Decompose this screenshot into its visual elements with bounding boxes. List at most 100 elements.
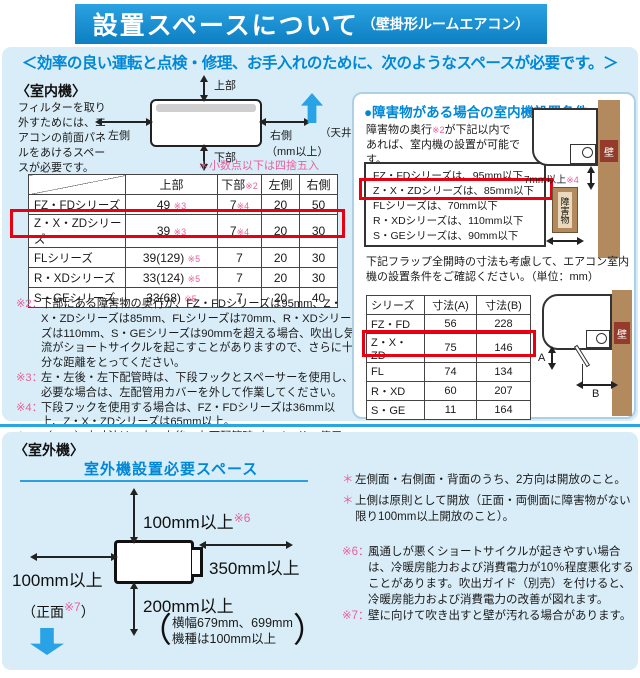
right-clearance-arrow xyxy=(259,118,311,126)
ref-mark: ※5 xyxy=(187,273,201,284)
series-name: S・GEシリーズ xyxy=(28,287,126,308)
left-value: 20 xyxy=(261,287,300,308)
ref-mark: ※4 xyxy=(236,200,250,211)
col-dim-b: 寸法(B) xyxy=(476,295,531,315)
ref-mark: ※4 xyxy=(566,175,579,185)
col-series: シリーズ xyxy=(366,295,425,315)
indoor-clearance-table: 上部 下部※2 左側 右側 FZ・FDシリーズ 49 ※3 7※4 20 50 … xyxy=(28,174,338,308)
ref-mark: ※3 xyxy=(173,200,187,211)
top-clearance-label: 上部 xyxy=(214,80,236,92)
ref-mark: ※4： xyxy=(16,401,43,414)
top-value: 39(129) ※5 xyxy=(125,247,218,268)
panel-intro: 障害物の奥行※2が下記以内であれば、室内機の設置が可能です。 xyxy=(366,124,520,166)
series-name: FL xyxy=(366,362,425,382)
asterisk-mark: ＊ xyxy=(342,474,354,486)
bottom-value: 7※4 xyxy=(217,194,262,215)
footnote: ※2： 下部にある障害物の奥行が、FZ・FDシリーズは95mm、Z・X・ZDシリー… xyxy=(16,298,356,370)
col-bottom: 下部※2 xyxy=(217,174,262,195)
paren-close: ） xyxy=(292,612,327,650)
dim-b-value: 207 xyxy=(476,381,531,401)
table-row-highlighted: Z・X・ZD 75 146 xyxy=(366,333,531,363)
wall-drawing xyxy=(598,100,620,258)
rounding-note: ＊小数点以下は四捨五入 xyxy=(198,160,319,172)
outdoor-notes: ＊左側面・右側面・背面のうち、2方向は開放のこと。 ＊上側は原則として開放（正面… xyxy=(342,472,634,624)
right-value: 50 xyxy=(299,194,338,215)
dim-b-arrow xyxy=(576,381,618,389)
right-space-label: 350mm以上 xyxy=(209,559,300,578)
left-space-arrow xyxy=(30,553,118,561)
footnote: ※6： 風通しが悪くショートサイクルが起きやすい場合は、冷暖房能力および消費電力が… xyxy=(342,546,634,606)
wall-drawing xyxy=(612,290,632,416)
series-name: FLシリーズ xyxy=(28,247,126,268)
top-space-label: 100mm以上※6 xyxy=(143,511,251,532)
page-subtitle: （壁掛形ルームエアコン） xyxy=(361,16,530,32)
dim-a-value: 11 xyxy=(424,400,477,420)
bottom-space-label: 200mm以上 xyxy=(143,597,234,616)
table-row: FZ・FDシリーズ 49 ※3 7※4 20 50 xyxy=(28,194,338,215)
obstacle-conditions-panel: ●障害物がある場合の室内機設置条件 障害物の奥行※2が下記以内であれば、室内機の… xyxy=(352,92,636,420)
obstacle-drawing: 障害物 xyxy=(552,187,578,233)
right-value: 30 xyxy=(299,214,338,248)
indoor-unit-drawing xyxy=(150,99,262,147)
outdoor-title: 室外機設置必要スペース xyxy=(84,461,259,478)
dim-a-value: 56 xyxy=(424,314,477,334)
top-value: 33(124) ※5 xyxy=(125,267,218,288)
ref-mark: ※6： xyxy=(342,546,370,558)
clearance-arrow xyxy=(587,166,595,190)
left-clearance-arrow xyxy=(95,118,153,126)
bottom-clearance-arrow xyxy=(200,144,208,171)
right-value: 30 xyxy=(299,267,338,288)
outdoor-section: 〈室外機〉 室外機設置必要スペース 100mm以上※6 350mm以上 100m… xyxy=(2,432,638,670)
right-value: 40 xyxy=(299,287,338,308)
left-space-label: 100mm以上 xyxy=(12,571,103,590)
ref-mark: ※7 xyxy=(64,600,81,614)
dim-a-value: 75 xyxy=(424,333,477,363)
list-item: FZ・FDシリーズは、95mm以下 xyxy=(373,170,523,182)
series-name: R・XDシリーズ xyxy=(28,267,126,288)
asterisk-mark: ＊ xyxy=(342,495,354,507)
col-dim-a: 寸法(A) xyxy=(424,295,477,315)
indoor-label: 〈室内機〉 xyxy=(16,83,86,99)
indoor-unit-panel xyxy=(156,104,256,112)
right-clearance-label: 右側 xyxy=(270,130,292,142)
flap-dimension-table: シリーズ 寸法(A) 寸法(B) FZ・FD 56 228 Z・X・ZD 75 146 … xyxy=(366,295,531,420)
spacer xyxy=(342,530,634,544)
outdoor-unit-outlet xyxy=(192,547,203,577)
bottom-value: 7※4 xyxy=(217,214,262,248)
flap-note: 下記フラップ全開時の寸法も考慮して、エアコン室内機の設置条件をご確認ください。（… xyxy=(366,256,630,283)
list-item: R・XDシリーズは、110mm以下 xyxy=(373,215,524,227)
col-left: 左側 xyxy=(261,174,300,195)
left-value: 20 xyxy=(261,267,300,288)
outdoor-unit-drawing xyxy=(114,540,194,584)
bullet-note: ＊左側面・右側面・背面のうち、2方向は開放のこと。 xyxy=(342,474,626,486)
obstacle-depth-arrow xyxy=(546,237,584,245)
top-clearance-arrow xyxy=(200,75,208,102)
top-value: 39 ※3 xyxy=(125,214,218,248)
table-row: R・XDシリーズ 33(124) ※5 7 20 30 xyxy=(28,267,338,288)
left-value: 20 xyxy=(261,194,300,215)
list-item: FLシリーズは、70mm以下 xyxy=(373,200,498,212)
footnote: ※7： 壁に向けて吹き出すと壁が汚れる場合があります。 xyxy=(342,610,632,622)
left-value: 20 xyxy=(261,247,300,268)
dim-a-value: 74 xyxy=(424,362,477,382)
clearance-label: 7mm以上※4 xyxy=(524,175,579,186)
series-name: Z・X・ZD xyxy=(366,333,425,363)
ref-mark: ※2： xyxy=(16,298,43,310)
dim-a-value: 60 xyxy=(424,381,477,401)
ref-mark: ※5 xyxy=(184,293,197,304)
page-title-band: 設置スペースについて （壁掛形ルームエアコン） xyxy=(75,4,547,44)
bottom-clearance-label: 下部 xyxy=(214,152,236,164)
right-value: 30 xyxy=(299,247,338,268)
top-space-arrow xyxy=(130,488,138,544)
bottom-space-arrow xyxy=(130,582,138,636)
indoor-intro: フィルターを取り外すためには、エアコンの前面パネルをあけるスペースが必要です。 xyxy=(18,102,106,174)
ref-mark: ※3： xyxy=(16,371,43,384)
wall-label: 壁 xyxy=(614,322,630,344)
dim-b-label: B xyxy=(592,388,600,400)
table-row: S・GEシリーズ 33(68) ※5 7 20 40 xyxy=(28,287,338,308)
obstacle-label: 障害物 xyxy=(558,192,572,228)
dim-b-value: 164 xyxy=(476,400,531,420)
paren-open: （ xyxy=(138,612,172,650)
dim-b-value: 146 xyxy=(476,333,531,363)
bottom-space-exception: （ 横幅679mm、699mm 機種は100mm以上 ） xyxy=(138,612,327,650)
